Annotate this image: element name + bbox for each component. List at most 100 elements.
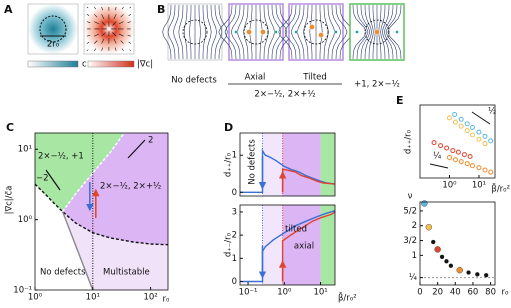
field-line: [214, 4, 223, 60]
chart: 10⁰ 10¹: [419, 104, 496, 191]
defect: [234, 30, 238, 34]
point: [476, 136, 482, 142]
field-line: [303, 4, 309, 60]
colorbar: [27, 60, 79, 68]
gradient-arrow: [129, 49, 132, 52]
point: [464, 121, 470, 127]
point: [482, 141, 488, 147]
point: [438, 143, 444, 149]
panel-label: A: [4, 3, 13, 16]
y-axis-label: ν: [408, 192, 413, 202]
field-line: [284, 4, 297, 60]
panel-label: B: [157, 3, 165, 16]
series-line: [34, 183, 169, 246]
series-line: [281, 211, 336, 282]
x-tick-label: 10⁰: [442, 181, 457, 191]
point: [466, 270, 471, 275]
x-tick-label: 40: [450, 288, 461, 298]
gradient-arrow: [94, 6, 96, 10]
gradient-arrow: [113, 38, 117, 44]
region-label: No defects: [40, 268, 86, 278]
field-line: [380, 4, 386, 60]
field-line: [278, 4, 293, 60]
region: [35, 133, 125, 212]
point: [431, 239, 436, 245]
defect: [309, 24, 315, 30]
field-line: [364, 4, 372, 60]
defect: [374, 29, 380, 35]
point: [446, 154, 452, 160]
y-tick-label: 10⁰: [18, 215, 33, 225]
field-line: [230, 4, 241, 60]
band: [262, 133, 283, 196]
field-line: [178, 4, 184, 60]
field-line: [385, 4, 398, 60]
region-label: 2×−½, +1: [38, 152, 84, 162]
defect-label: 2×−½, 2×+½: [254, 90, 315, 100]
point: [452, 157, 458, 163]
field-line: [210, 4, 217, 60]
series-label: axial: [294, 242, 314, 252]
gradient-arrow: [101, 38, 105, 44]
field-line: [335, 4, 348, 60]
x-tick-label: 10²: [143, 293, 157, 303]
band: [282, 133, 321, 196]
field-line: [202, 5, 207, 59]
y-tick-label: ¼: [409, 273, 417, 283]
gradient-arrow: [121, 6, 124, 10]
slope-label: ¼: [433, 152, 441, 162]
scale-label: 2r₀: [47, 40, 60, 50]
core-circle: [182, 19, 208, 45]
x-tick-label: 0: [417, 288, 422, 298]
defect: [260, 29, 266, 35]
slope-label: −2: [36, 174, 49, 184]
point: [444, 259, 449, 264]
region-label: 2×−½, 2×+½: [100, 182, 161, 192]
field-line: [162, 4, 172, 60]
gradient-arrow: [118, 33, 124, 37]
defect-label: +1, 2×−½: [354, 80, 400, 90]
x-tick-label: 10⁻¹: [239, 288, 258, 298]
point: [458, 123, 464, 129]
x-axis-label: β̄/r₀²: [491, 183, 510, 195]
point: [425, 223, 433, 231]
y-tick-label: 2: [232, 231, 237, 241]
gradient-arrow: [114, 6, 117, 11]
point: [482, 133, 488, 139]
y-tick-label: 0: [232, 188, 237, 198]
y-tick-label: 3: [232, 207, 237, 217]
point: [464, 128, 470, 134]
slope-guide: [429, 163, 449, 169]
gradient-arrow: [94, 40, 98, 44]
field-line: [331, 4, 342, 60]
gradient-arrow: [86, 6, 89, 9]
field-line: [183, 5, 188, 59]
point: [464, 161, 470, 167]
gradient-arrow: [121, 48, 124, 51]
point: [476, 129, 482, 135]
gradient-arrow: [128, 41, 131, 44]
defect: [334, 30, 338, 34]
region: [62, 133, 168, 245]
field-line: [173, 4, 180, 60]
gradient-arrow: [114, 47, 117, 51]
field-line: [198, 5, 201, 59]
slope-guide: [127, 139, 146, 159]
gradient-arrow: [94, 33, 99, 37]
point: [488, 138, 494, 144]
colorbar-label: |∇c|: [137, 60, 153, 70]
x-tick-label: 20: [432, 288, 443, 298]
point: [446, 115, 452, 121]
state-label: Tilted: [302, 73, 327, 83]
gradient-arrow: [86, 21, 91, 23]
y-tick-label: 5/2: [403, 206, 417, 216]
defect: [294, 30, 298, 34]
gradient-arrow: [94, 14, 98, 18]
y-axis-label: d₊₋/r₀: [224, 232, 234, 257]
gradient-arrow: [101, 21, 106, 26]
state-label: Axial: [245, 73, 266, 83]
slope-label: ½: [488, 107, 496, 117]
point: [448, 263, 454, 268]
gradient-arrow: [86, 41, 90, 44]
